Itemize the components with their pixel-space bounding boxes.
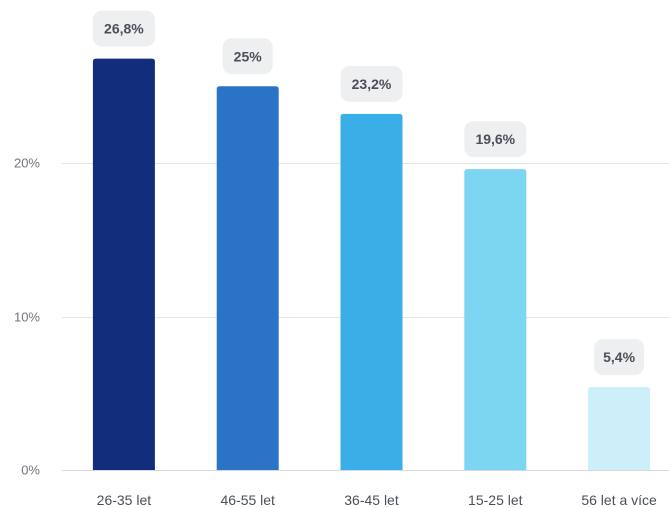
bar[interactable] [464, 169, 527, 470]
data-label-layer: 26,8% 25% 23,2% 19,6% 5,4% [92, 10, 645, 376]
x-axis: 26-35 let 46-55 let 36-45 let 15-25 let 56 l… [97, 492, 657, 508]
data-label-background [340, 65, 403, 102]
data-label: 26,8% [92, 10, 155, 47]
bar[interactable] [92, 58, 155, 471]
bar[interactable] [588, 387, 651, 470]
data-label-background [594, 339, 645, 376]
bar[interactable] [340, 113, 403, 470]
data-label-background [92, 10, 155, 47]
data-label-text: 23,2% [352, 76, 392, 92]
data-label: 23,2% [340, 65, 403, 102]
data-label: 5,4% [594, 339, 645, 376]
y-tick-label: 0% [21, 463, 40, 478]
y-tick-label: 10% [14, 310, 40, 325]
bar-layer [92, 58, 651, 471]
y-tick-label: 20% [14, 156, 40, 171]
data-label-background [464, 121, 527, 158]
x-tick-label: 15-25 let [468, 492, 523, 508]
data-label: 25% [222, 38, 273, 75]
x-tick-label: 56 let a více [581, 492, 657, 508]
data-label-text: 25% [234, 48, 263, 64]
data-label-text: 19,6% [475, 131, 515, 147]
data-label: 19,6% [464, 121, 527, 158]
bar[interactable] [216, 86, 279, 470]
data-label-background [222, 38, 273, 75]
data-label-text: 5,4% [603, 349, 635, 365]
x-tick-label: 46-55 let [220, 492, 275, 508]
data-label-text: 26,8% [104, 21, 144, 37]
x-tick-label: 36-45 let [344, 492, 399, 508]
x-tick-label: 26-35 let [97, 492, 152, 508]
